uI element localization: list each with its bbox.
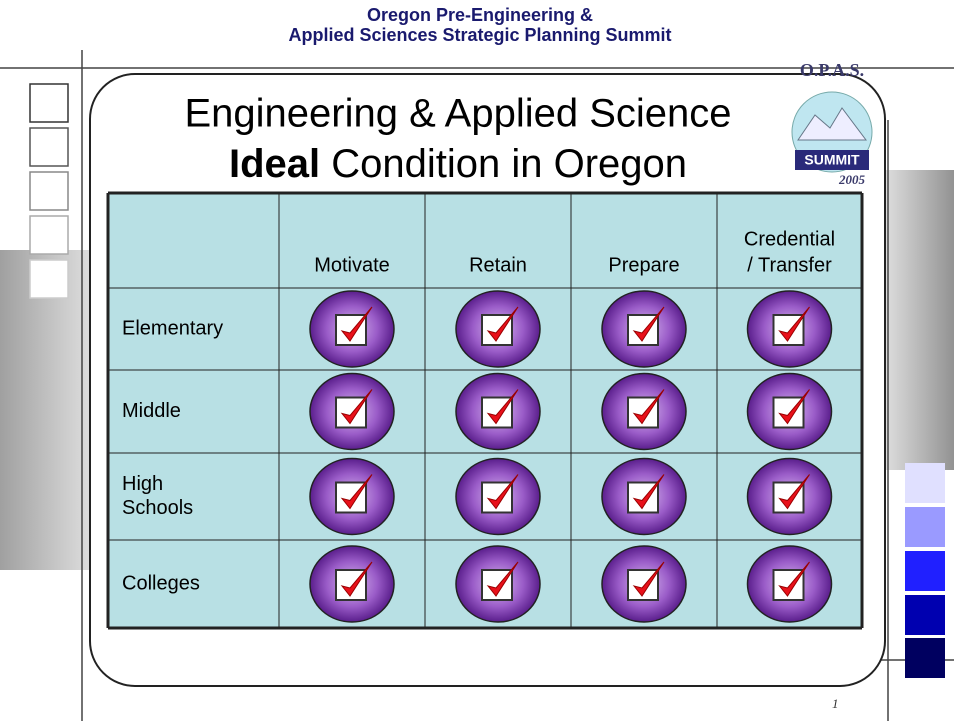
slide-title: Engineering & Applied Science xyxy=(184,92,731,136)
row-header: High xyxy=(122,473,163,495)
check-icon xyxy=(748,546,832,622)
row-header: Middle xyxy=(122,400,181,422)
check-icon xyxy=(748,374,832,450)
slide-title: Ideal Condition in Oregon xyxy=(229,142,687,186)
logo-text: O.P.A.S. xyxy=(800,60,864,80)
page-number: 1 xyxy=(832,696,839,711)
check-icon xyxy=(602,459,686,535)
column-header: / Transfer xyxy=(747,254,832,276)
title-rest: Condition in Oregon xyxy=(320,142,687,186)
deco-squares xyxy=(30,84,68,298)
check-icon xyxy=(456,374,540,450)
logo-text: SUMMIT xyxy=(804,152,860,168)
column-header: Credential xyxy=(744,228,835,250)
check-icon xyxy=(456,459,540,535)
check-icon xyxy=(602,374,686,450)
header-line: Oregon Pre-Engineering & xyxy=(367,5,593,25)
row-header: Schools xyxy=(122,497,193,519)
color-squares xyxy=(905,463,945,678)
bg-right xyxy=(880,170,954,470)
column-header: Retain xyxy=(469,254,527,276)
check-icon xyxy=(310,374,394,450)
check-icon xyxy=(310,546,394,622)
row-header: Colleges xyxy=(122,572,200,594)
check-icon xyxy=(310,291,394,367)
check-icon xyxy=(602,546,686,622)
check-icon xyxy=(310,459,394,535)
column-header: Motivate xyxy=(314,254,390,276)
check-icon xyxy=(748,459,832,535)
table: Motivate Retain Prepare Credential / Transfe… xyxy=(108,193,862,628)
check-icon xyxy=(748,291,832,367)
title-emphasis: Ideal xyxy=(229,142,320,186)
check-icon xyxy=(456,291,540,367)
header-line: Applied Sciences Strategic Planning Summ… xyxy=(288,25,671,45)
logo-text: 2005 xyxy=(838,172,866,187)
column-header: Prepare xyxy=(608,254,679,276)
slide: Oregon Pre-Engineering & Applied Science… xyxy=(0,0,954,721)
check-icon xyxy=(456,546,540,622)
logo: O.P.A.S. SUMMIT 2005 xyxy=(792,60,872,187)
check-icon xyxy=(602,291,686,367)
row-header: Elementary xyxy=(122,317,223,339)
